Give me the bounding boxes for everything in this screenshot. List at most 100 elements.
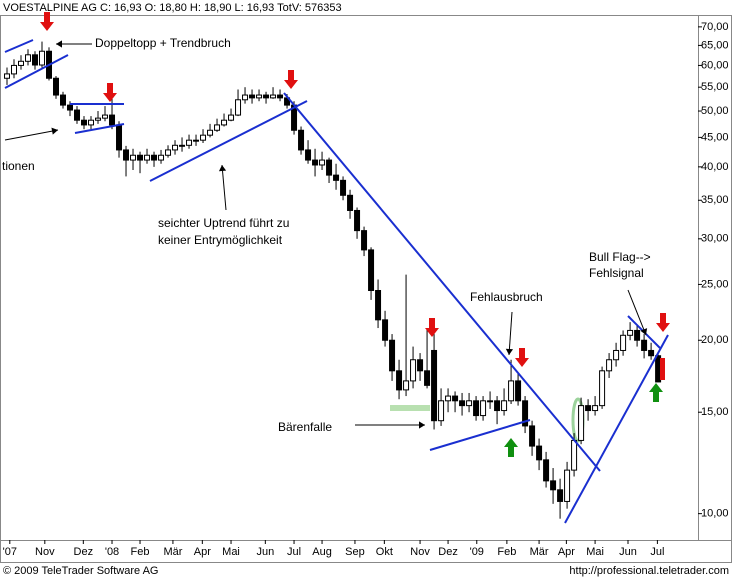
x-tick-label: Mär: [163, 546, 182, 558]
signal-arrow: [515, 348, 529, 367]
candle-body: [88, 119, 95, 126]
candle-body: [200, 134, 207, 141]
x-tick-label: Jul: [287, 546, 301, 558]
x-tick-label: '09: [470, 546, 484, 558]
candle-body: [242, 94, 249, 101]
candle-body: [571, 439, 578, 471]
signal-arrow: [284, 70, 298, 89]
candle-body: [564, 469, 571, 502]
y-tick-label: 40,00: [701, 161, 729, 173]
candle-body: [326, 159, 333, 176]
trend-line: [149, 100, 308, 182]
candle-body: [221, 119, 228, 126]
candle-body: [270, 94, 277, 99]
trend-line: [283, 92, 601, 472]
candle-body: [473, 400, 480, 417]
x-tick-label: '07: [3, 546, 17, 558]
x-tick-label: Mai: [222, 546, 240, 558]
trend-line: [4, 54, 69, 89]
trend-line: [429, 419, 531, 451]
candle-body: [641, 339, 648, 351]
x-tick-label: Dez: [438, 546, 458, 558]
x-tick-label: Apr: [558, 546, 575, 558]
candle-body: [319, 159, 326, 166]
candle-body: [109, 114, 116, 126]
candle-body: [445, 395, 452, 402]
candle-body: [179, 144, 186, 147]
candle-body: [277, 94, 284, 99]
candle-body: [543, 459, 550, 482]
candle-body: [130, 154, 137, 161]
candle-body: [60, 94, 67, 106]
candle-body: [536, 445, 543, 461]
trend-line: [74, 123, 125, 134]
candle-body: [74, 109, 81, 121]
signal-arrow: [425, 318, 439, 337]
annotation: tionen: [2, 159, 35, 173]
candle-body: [480, 400, 487, 417]
signal-arrow: [40, 12, 54, 31]
annotation: Doppeltopp + Trendbruch: [95, 36, 231, 50]
pointer: [4, 129, 59, 141]
pointer: [508, 311, 513, 356]
candle-body: [67, 104, 74, 111]
arrow-head: [640, 328, 648, 335]
x-tick-label: Jun: [619, 546, 637, 558]
arrow-head: [56, 40, 62, 48]
candle-body: [25, 54, 32, 62]
candle-body: [263, 94, 270, 99]
y-tick-label: 60,00: [701, 59, 729, 71]
candle-body: [312, 159, 319, 166]
candle-body: [158, 154, 165, 161]
candle-body: [193, 139, 200, 142]
candle-body: [613, 349, 620, 361]
candle-body: [102, 114, 109, 119]
annotation: Bull Flag-->: [589, 250, 651, 264]
signal-bar: [660, 358, 665, 380]
candle-body: [522, 400, 529, 427]
candle-body: [648, 349, 655, 357]
candle-body: [620, 334, 627, 351]
candle-body: [578, 405, 585, 441]
candle-body: [361, 230, 368, 251]
x-tick-label: Apr: [194, 546, 211, 558]
candle-body: [592, 405, 599, 412]
candle-body: [634, 329, 641, 341]
x-tick-label: Feb: [497, 546, 516, 558]
candle-body: [32, 54, 39, 66]
x-tick-label: Mär: [530, 546, 549, 558]
x-tick-label: Aug: [312, 546, 332, 558]
arrow-head: [218, 165, 227, 172]
arrow-head: [419, 421, 425, 429]
candle-body: [508, 380, 515, 402]
annotation: Bärenfalle: [278, 420, 332, 434]
candle-body: [466, 400, 473, 407]
candle-body: [333, 174, 340, 181]
candle-body: [424, 370, 431, 386]
y-tick-label: 35,00: [701, 194, 729, 206]
candle-body: [116, 124, 123, 151]
candle-body: [53, 77, 60, 96]
footer-right: http://professional.teletrader.com: [569, 565, 729, 577]
candle-body: [438, 400, 445, 422]
annotation: keiner Entrymöglichkeit: [158, 233, 283, 247]
candle-body: [144, 154, 151, 161]
x-tick-label: Sep: [345, 546, 365, 558]
candle-body: [431, 349, 438, 422]
footer-left: © 2009 TeleTrader Software AG: [3, 565, 158, 577]
candle-body: [459, 400, 466, 407]
y-tick-label: 15,00: [701, 406, 729, 418]
candle-body: [368, 249, 375, 292]
y-tick-label: 20,00: [701, 334, 729, 346]
y-tick-label: 30,00: [701, 233, 729, 245]
candle-body: [452, 395, 459, 402]
candle-body: [4, 73, 11, 79]
annotation: Fehlausbruch: [470, 290, 543, 304]
candle-body: [235, 99, 242, 116]
signal-arrow: [504, 438, 518, 457]
candle-body: [186, 139, 193, 146]
x-tick-label: Jun: [256, 546, 274, 558]
candle-body: [557, 489, 564, 502]
